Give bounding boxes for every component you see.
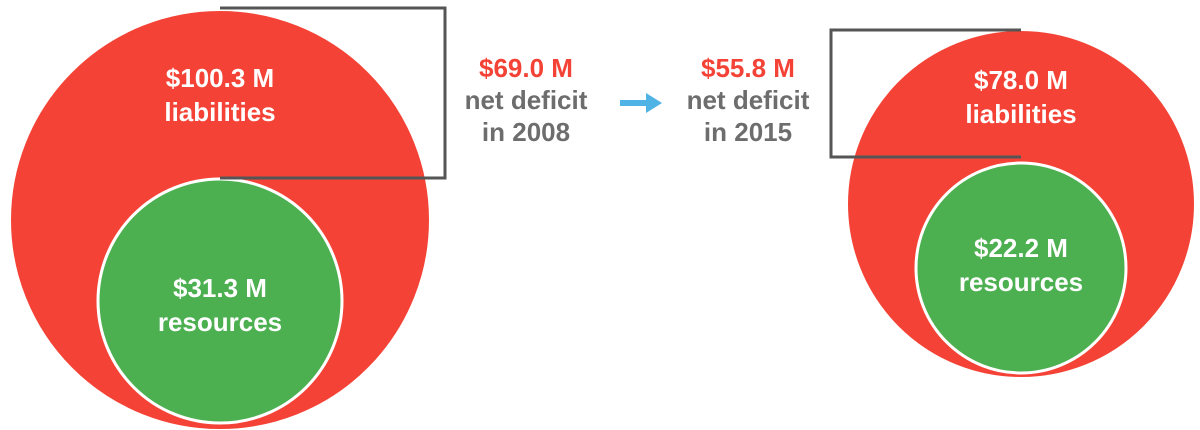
- resources-amount: $31.3 M: [173, 273, 267, 303]
- liabilities-label: liabilities: [965, 99, 1076, 129]
- liabilities-amount: $78.0 M: [974, 65, 1068, 95]
- resources-label: resources: [158, 307, 282, 337]
- deficit-label: net deficit: [687, 85, 810, 115]
- deficit-year: in 2008: [482, 117, 570, 147]
- resources-circle: [914, 161, 1128, 375]
- deficit-year: in 2015: [704, 117, 792, 147]
- deficit-amount: $55.8 M: [701, 53, 795, 83]
- deficit-label: net deficit: [465, 85, 588, 115]
- arrow: [620, 93, 662, 113]
- deficit-bracket: [220, 6, 447, 180]
- resources-label: resources: [959, 267, 1083, 297]
- deficit-amount: $69.0 M: [479, 53, 573, 83]
- resources-amount: $22.2 M: [974, 233, 1068, 263]
- deficit-bracket: [829, 28, 1021, 159]
- liabilities-amount: $100.3 M: [166, 63, 274, 93]
- liabilities-label: liabilities: [164, 97, 275, 127]
